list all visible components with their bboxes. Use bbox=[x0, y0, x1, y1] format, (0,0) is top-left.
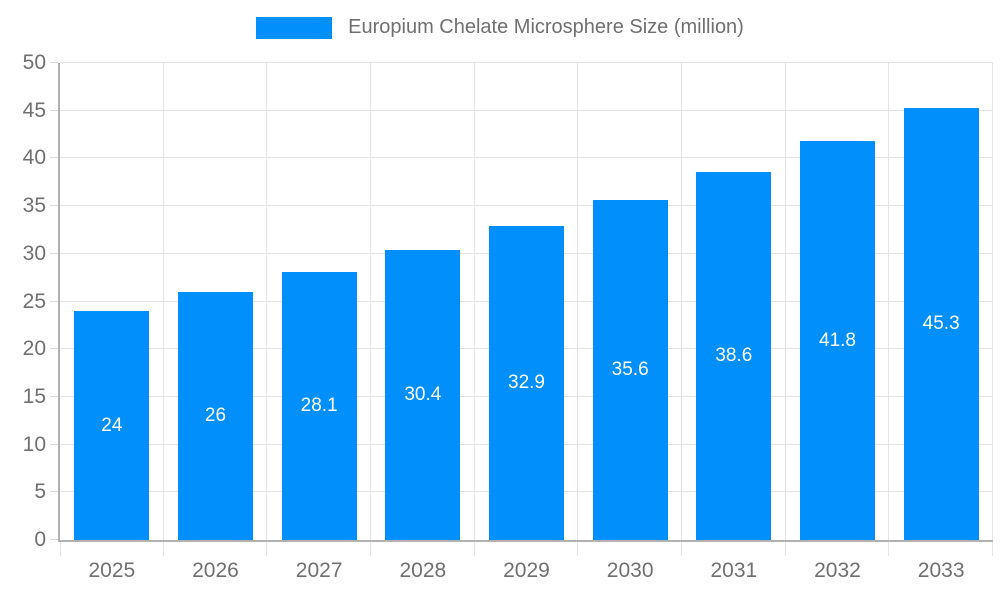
x-axis-tick-label: 2027 bbox=[295, 559, 343, 582]
y-axis-tick-label: 45 bbox=[22, 98, 46, 122]
h-gridline bbox=[60, 62, 993, 63]
y-axis-tick-label: 30 bbox=[22, 241, 46, 265]
legend[interactable]: Europium Chelate Microsphere Size (milli… bbox=[0, 16, 1000, 39]
x-axis-tick-label: 2031 bbox=[710, 559, 758, 582]
x-tick bbox=[784, 542, 786, 556]
v-gridline bbox=[370, 63, 371, 540]
legend-label: Europium Chelate Microsphere Size (milli… bbox=[348, 16, 744, 38]
h-gridline bbox=[60, 205, 993, 207]
x-tick bbox=[60, 542, 61, 556]
v-gridline bbox=[473, 63, 475, 540]
y-axis-tick-label: 25 bbox=[22, 289, 46, 313]
y-tick bbox=[50, 348, 58, 350]
x-axis-tick-label: 2026 bbox=[192, 559, 239, 582]
x-axis-tick-label: 2028 bbox=[399, 559, 447, 582]
y-axis-tick-label: 40 bbox=[22, 146, 46, 170]
bar-2027[interactable]: 28.1 bbox=[281, 271, 357, 540]
x-tick bbox=[577, 542, 579, 556]
bar-2025[interactable]: 24 bbox=[74, 311, 150, 540]
v-gridline bbox=[888, 63, 890, 540]
y-tick bbox=[50, 395, 58, 397]
y-axis-tick-label: 35 bbox=[22, 194, 46, 218]
x-axis-tick-label: 2025 bbox=[88, 559, 136, 582]
x-tick bbox=[473, 542, 475, 556]
y-tick bbox=[50, 109, 58, 111]
x-axis-tick-label: 2033 bbox=[917, 559, 965, 582]
x-tick bbox=[370, 542, 371, 556]
y-tick bbox=[50, 300, 58, 302]
v-gridline bbox=[992, 63, 993, 540]
bar-value-label: 38.6 bbox=[715, 344, 753, 366]
y-axis-tick-label: 50 bbox=[22, 51, 46, 74]
x-axis-tick-label: 2030 bbox=[606, 559, 654, 582]
bar-value-label: 24 bbox=[101, 414, 123, 436]
v-gridline bbox=[266, 63, 268, 540]
x-tick bbox=[162, 542, 164, 556]
y-tick bbox=[50, 205, 58, 207]
bar-value-label: 32.9 bbox=[508, 372, 545, 394]
x-axis-tick-label: 2029 bbox=[503, 559, 550, 582]
bar-value-label: 45.3 bbox=[922, 312, 960, 334]
y-tick bbox=[50, 62, 58, 63]
x-tick bbox=[266, 542, 268, 556]
y-tick bbox=[50, 157, 58, 159]
x-axis-tick-label: 2032 bbox=[814, 559, 861, 582]
legend-swatch-icon bbox=[256, 16, 333, 39]
x-tick bbox=[681, 542, 682, 556]
bar-2029[interactable]: 32.9 bbox=[489, 226, 564, 540]
x-tick bbox=[992, 542, 993, 556]
y-tick bbox=[50, 252, 58, 254]
y-axis-tick-label: 20 bbox=[22, 337, 46, 361]
plot-area: 24 26 28.1 30.4 32.9 35.6 38.6 41.8 45.3 bbox=[50, 62, 993, 556]
bar-2026[interactable]: 26 bbox=[178, 291, 253, 540]
h-gridline bbox=[60, 109, 993, 111]
x-tick bbox=[888, 542, 890, 556]
v-gridline bbox=[162, 63, 164, 540]
bar-value-label: 26 bbox=[204, 404, 227, 426]
bar-value-label: 41.8 bbox=[819, 329, 856, 351]
y-tick bbox=[50, 491, 58, 493]
h-gridline bbox=[60, 157, 993, 159]
x-axis-labels: 2025 2026 2027 2028 2029 2030 2031 2032 2033 bbox=[60, 558, 993, 588]
bar-value-label: 35.6 bbox=[611, 359, 649, 381]
bar-value-label: 28.1 bbox=[300, 394, 338, 416]
x-axis-line bbox=[58, 540, 993, 542]
y-axis-tick-label: 15 bbox=[22, 384, 46, 408]
bar-2033[interactable]: 45.3 bbox=[903, 107, 979, 540]
y-axis-labels: 0 5 10 15 20 25 30 35 40 45 50 bbox=[0, 51, 46, 551]
y-tick bbox=[50, 443, 58, 445]
y-tick bbox=[50, 539, 58, 540]
y-axis-tick-label: 0 bbox=[34, 528, 46, 551]
bar-2031[interactable]: 38.6 bbox=[696, 171, 772, 540]
v-gridline bbox=[681, 63, 682, 540]
v-gridline bbox=[784, 63, 786, 540]
v-gridline bbox=[577, 63, 579, 540]
bar-2032[interactable]: 41.8 bbox=[800, 141, 875, 540]
y-axis-line bbox=[58, 63, 60, 542]
y-axis-tick-label: 5 bbox=[34, 480, 46, 504]
bar-value-label: 30.4 bbox=[404, 383, 442, 405]
bar-2028[interactable]: 30.4 bbox=[385, 249, 461, 540]
y-axis-tick-label: 10 bbox=[22, 432, 46, 456]
bar-2030[interactable]: 35.6 bbox=[592, 200, 668, 540]
